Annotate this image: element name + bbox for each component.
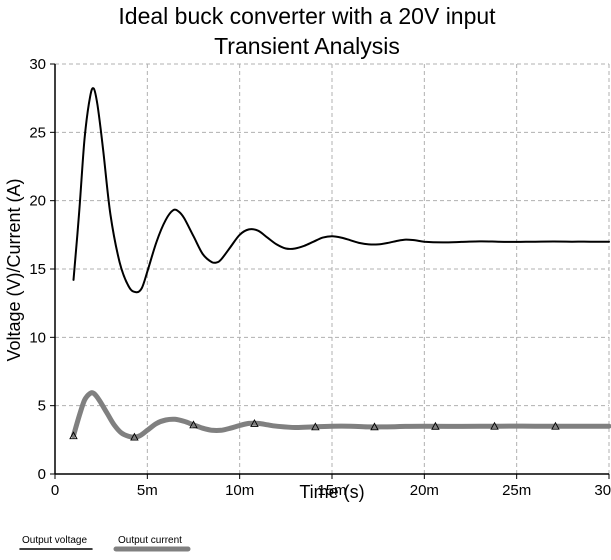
x-axis-ticks: 0 5m 10m 15m 20m 25m 30m bbox=[51, 474, 611, 499]
y-axis-ticks: 0 5 10 15 20 25 30 bbox=[29, 56, 55, 483]
x-axis-label: Time (s) bbox=[299, 482, 364, 502]
y-tick-label: 30 bbox=[29, 56, 46, 73]
legend: Output voltage Output current bbox=[19, 535, 191, 552]
series-marker bbox=[130, 432, 139, 441]
series-line-output-voltage bbox=[72, 87, 610, 294]
y-tick-label: 0 bbox=[38, 466, 46, 483]
series-marker bbox=[551, 421, 560, 430]
x-tick-label: 20m bbox=[410, 482, 439, 499]
x-tick-label: 25m bbox=[502, 482, 531, 499]
series-marker bbox=[189, 420, 198, 429]
series-marker bbox=[69, 431, 78, 440]
series-marker bbox=[311, 422, 320, 431]
x-tick-label: 15m bbox=[317, 482, 346, 499]
gridlines bbox=[54, 63, 610, 475]
series-marker bbox=[370, 422, 379, 431]
y-tick-label: 20 bbox=[29, 193, 46, 210]
y-tick-label: 5 bbox=[38, 398, 46, 415]
series-line-output-current bbox=[71, 390, 611, 440]
y-axis-label: Voltage (V)/Current (A) bbox=[4, 178, 24, 361]
y-tick-label: 25 bbox=[29, 124, 46, 141]
y-tick-label: 10 bbox=[29, 329, 46, 346]
x-tick-label: 0 bbox=[51, 482, 59, 499]
series-layer bbox=[69, 87, 611, 441]
series-marker bbox=[490, 421, 499, 430]
series-marker bbox=[431, 421, 440, 430]
x-tick-label: 5m bbox=[137, 482, 158, 499]
legend-label: Output current bbox=[118, 535, 182, 546]
chart-subtitle: Transient Analysis bbox=[214, 33, 400, 59]
x-tick-label: 30m bbox=[594, 482, 611, 499]
series-marker bbox=[250, 418, 259, 427]
chart-title: Ideal buck converter with a 20V input bbox=[118, 3, 496, 29]
legend-label: Output voltage bbox=[22, 535, 87, 546]
x-tick-label: 10m bbox=[225, 482, 254, 499]
y-tick-label: 15 bbox=[29, 261, 46, 278]
